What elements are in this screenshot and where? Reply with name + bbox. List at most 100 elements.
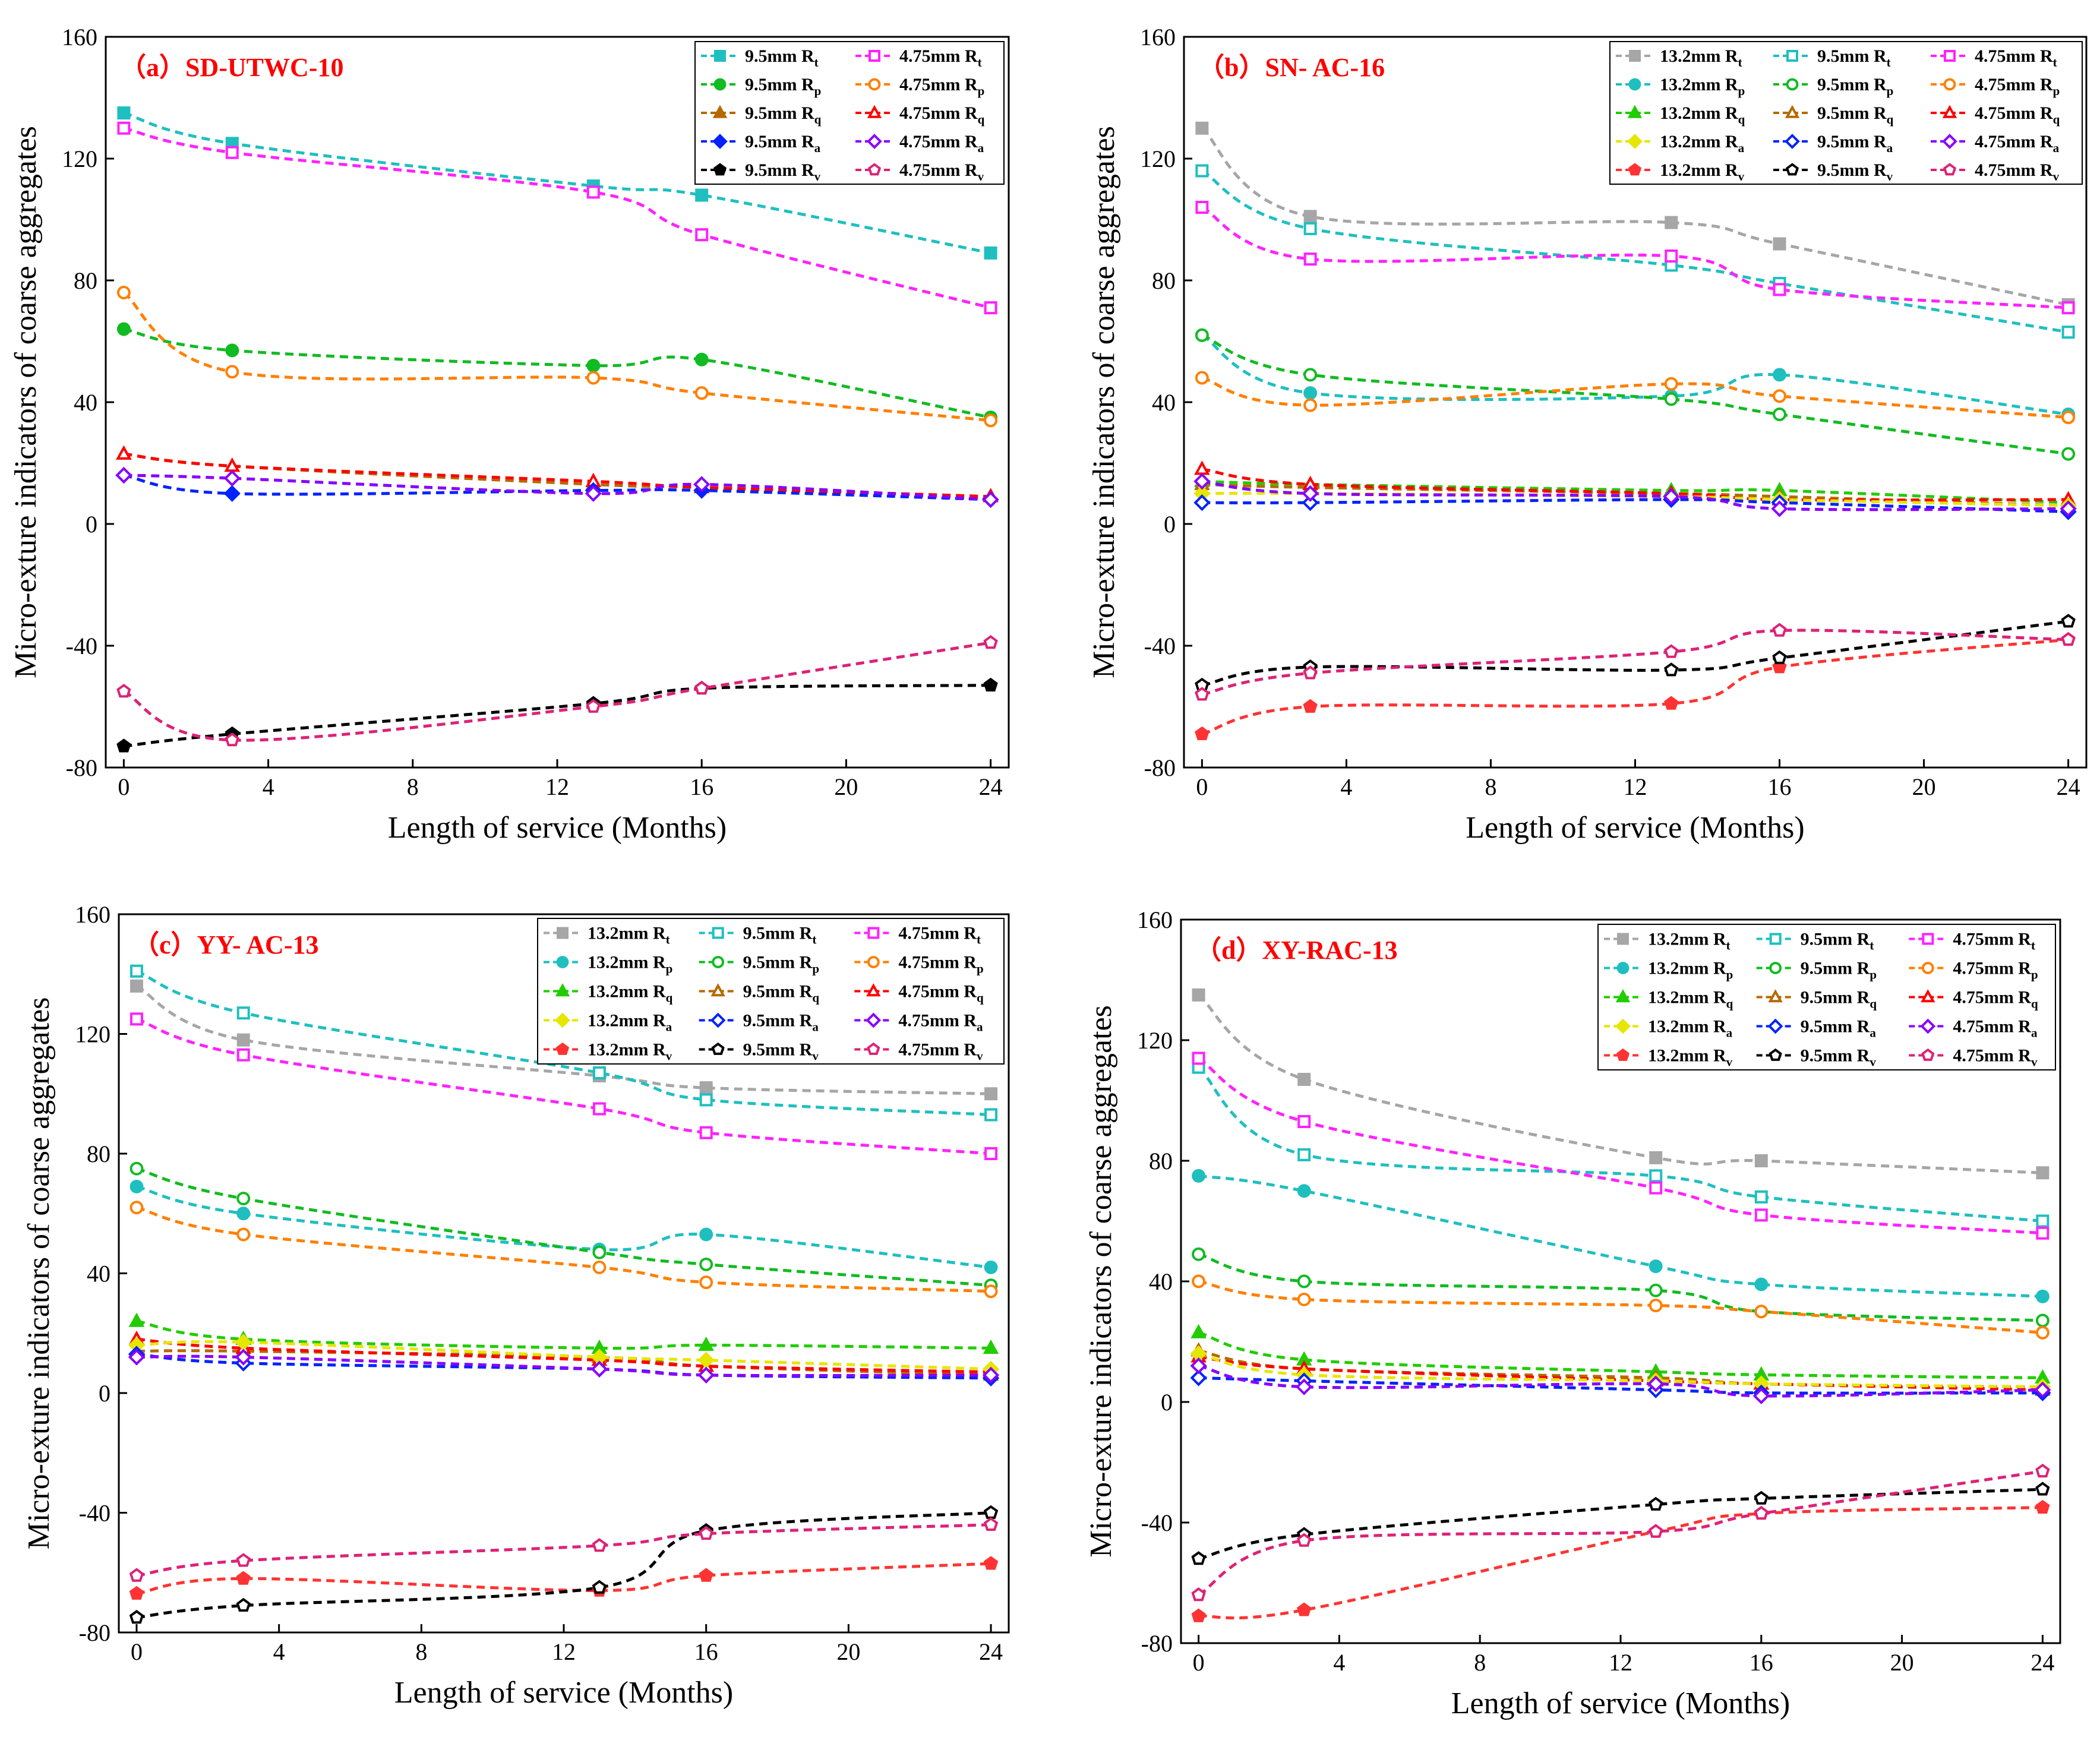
legend-marker <box>711 1042 725 1055</box>
legend-item: 4.75mm Rp <box>1931 75 2060 98</box>
legend-label-main: 9.5mm R <box>1817 46 1887 66</box>
legend-label: 4.75mm Rp <box>899 75 984 98</box>
legend-label-sub: a <box>977 1020 983 1034</box>
legend-label-main: 13.2mm R <box>1648 988 1726 1008</box>
legend-item: 13.2mm Rv <box>544 1040 672 1063</box>
legend-label: 4.75mm Rt <box>899 46 982 70</box>
y-tick-label: -80 <box>66 754 97 781</box>
data-point <box>984 1147 998 1160</box>
data-point <box>1649 1299 1663 1313</box>
y-tick-label: 160 <box>1140 24 1176 50</box>
legend-label: 4.75mm Rv <box>1975 160 2060 184</box>
legend-label: 9.5mm Ra <box>743 1011 819 1034</box>
legend-box <box>1609 41 2083 185</box>
data-point <box>586 185 600 199</box>
legend-label-main: 9.5mm R <box>745 103 814 123</box>
series-line <box>136 1523 991 1577</box>
y-tick-label: -40 <box>66 633 97 659</box>
data-point <box>225 365 239 379</box>
legend-label-sub: q <box>1870 997 1877 1011</box>
data-point <box>983 635 998 649</box>
legend-label: 13.2mm Rp <box>588 953 672 976</box>
x-tick-label: 12 <box>545 773 569 800</box>
data-point <box>1773 283 1786 296</box>
legend-label-sub: p <box>814 84 822 98</box>
legend-label-main: 13.2mm R <box>588 1011 666 1031</box>
series-line <box>1201 629 2069 696</box>
legend-label: 13.2mm Rt <box>588 924 670 947</box>
legend-label: 4.75mm Ra <box>1953 1017 2038 1040</box>
y-tick-label: 80 <box>1149 1148 1173 1174</box>
legend-label-main: 4.75mm R <box>898 1011 977 1031</box>
legend-label-sub: v <box>1726 1055 1733 1069</box>
data-point <box>699 1227 713 1242</box>
legend-label-sub: p <box>1726 968 1733 982</box>
legend-label-main: 9.5mm R <box>745 132 814 151</box>
data-point <box>695 188 709 202</box>
legend-marker <box>1786 50 1798 62</box>
legend-marker <box>1786 78 1799 91</box>
y-axis-label: Micro-exture indicators of coarse aggreg… <box>1087 126 1121 678</box>
legend-marker <box>1921 989 1935 1003</box>
y-tick-label: 120 <box>1137 1027 1173 1054</box>
legend-item: 13.2mm Rt <box>1604 930 1730 953</box>
data-point <box>130 1161 144 1176</box>
legend-item: 9.5mm Rq <box>1756 988 1877 1011</box>
series-line <box>1201 169 2069 334</box>
legend-item: 13.2mm Rv <box>1616 160 1745 184</box>
data-point <box>586 699 601 713</box>
legend-marker <box>1785 105 1800 118</box>
legend-label: 4.75mm Rq <box>1953 988 2038 1011</box>
data-point <box>2061 614 2076 628</box>
data-point <box>2034 1381 2051 1398</box>
legend-box <box>537 918 1005 1065</box>
legend-label-main: 9.5mm R <box>1817 160 1887 180</box>
legend-marker <box>712 105 728 118</box>
legend-marker <box>556 956 569 968</box>
legend-label: 13.2mm Rp <box>1648 959 1733 982</box>
data-point <box>223 470 241 487</box>
data-point <box>130 964 143 978</box>
data-point <box>984 1284 998 1299</box>
data-point <box>984 1087 998 1101</box>
legend-label-sub: v <box>814 169 821 184</box>
legend-item: 13.2mm Rt <box>544 924 670 947</box>
data-point <box>592 1580 607 1594</box>
legend-label: 4.75mm Rp <box>898 953 983 976</box>
data-point <box>236 1227 251 1242</box>
legend-label: 4.75mm Rq <box>1975 103 2060 127</box>
data-point <box>2035 1289 2050 1303</box>
data-point <box>699 1275 713 1290</box>
x-tick-label: 4 <box>263 773 274 800</box>
series-line <box>1198 1506 2043 1620</box>
legend-label: 9.5mm Rp <box>1817 75 1893 98</box>
legend-label-main: 13.2mm R <box>1660 132 1738 151</box>
data-point <box>698 1336 714 1351</box>
legend-marker <box>1617 933 1629 945</box>
data-point <box>983 677 998 691</box>
series-line <box>123 327 991 419</box>
data-point <box>1297 1148 1311 1161</box>
data-point <box>1297 1115 1311 1129</box>
legend-label-main: 13.2mm R <box>1660 103 1738 123</box>
legend-label-main: 4.75mm R <box>899 103 978 123</box>
legend-marker <box>1628 163 1642 176</box>
legend-label-main: 9.5mm R <box>1801 1046 1870 1066</box>
data-point <box>2061 631 2076 646</box>
data-point <box>983 1339 999 1354</box>
legend-label-sub: t <box>666 933 670 947</box>
legend-label-sub: t <box>2031 939 2035 953</box>
data-point <box>236 1207 251 1221</box>
x-tick-label: 24 <box>979 773 1003 800</box>
legend-item: 9.5mm Rt <box>701 46 819 70</box>
legend-label-main: 4.75mm R <box>1953 930 2031 949</box>
series-line <box>136 1349 991 1377</box>
data-point <box>1297 1274 1311 1288</box>
legend-label-main: 9.5mm R <box>743 982 813 1002</box>
data-point <box>1195 328 1209 342</box>
data-point <box>1754 1490 1769 1505</box>
legend-marker <box>714 50 726 62</box>
legend-label: 9.5mm Rt <box>743 924 817 947</box>
